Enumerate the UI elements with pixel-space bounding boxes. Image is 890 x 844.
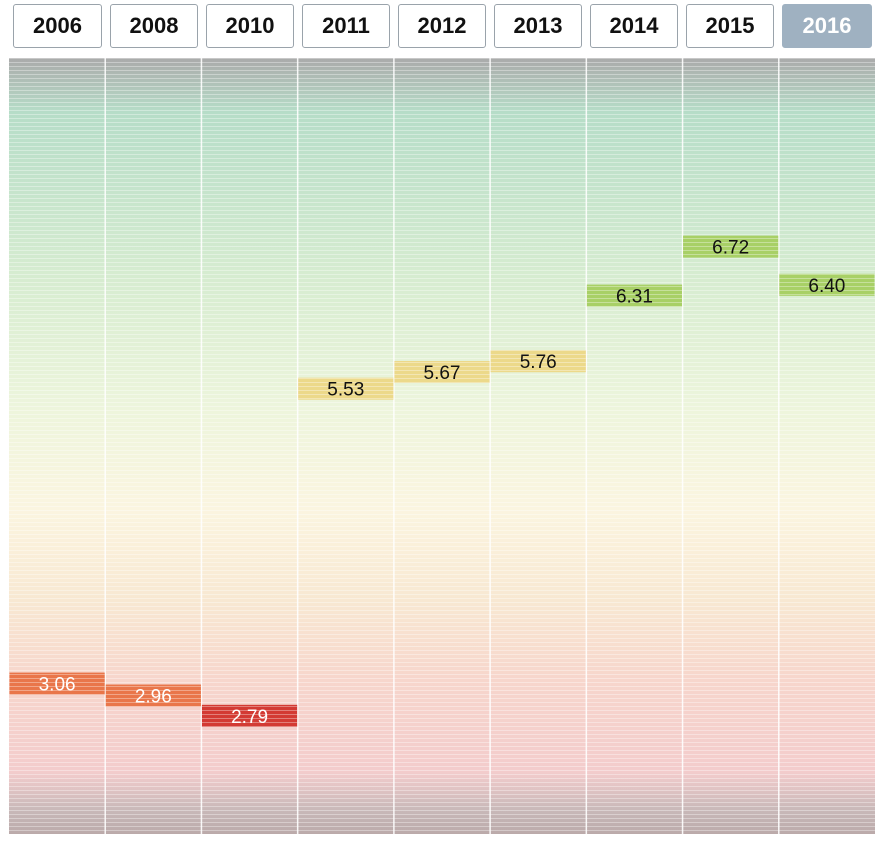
value-bar-stripes [298,377,394,400]
tab-2013[interactable]: 2013 [494,4,582,48]
value-bar-stripes [394,360,490,383]
value-label: 5.53 [327,380,364,401]
value-mark-2008: 2.96 [105,684,201,708]
tab-2016[interactable]: 2016 [782,4,872,48]
value-label: 2.79 [231,707,268,728]
value-bar-stripes [779,273,875,296]
value-mark-2011: 5.53 [298,377,394,401]
value-mark-2014: 6.31 [586,284,683,308]
value-mark-2013: 5.76 [490,350,586,373]
value-mark-2015: 6.72 [683,235,779,259]
value-label: 6.31 [616,287,653,308]
value-label: 5.67 [424,363,461,384]
score-heatmap-chart: 3.06 2.96 2.79 5.53 5.67 5.76 6.31 6.72 6.40 [9,58,875,834]
heatmap-background [9,58,875,834]
value-mark-2016: 6.40 [779,273,875,297]
tab-2008[interactable]: 2008 [110,4,198,48]
tab-2006[interactable]: 2006 [13,4,102,48]
tab-2014[interactable]: 2014 [590,4,678,48]
value-label: 6.40 [808,276,845,297]
value-label: 5.76 [520,352,557,373]
heatmap-value-marks: 3.06 2.96 2.79 5.53 5.67 5.76 6.31 6.72 6.40 [9,235,875,728]
value-bar-stripes [9,672,105,695]
tab-2015[interactable]: 2015 [686,4,774,48]
heatmap-columns [104,58,780,834]
heatmap-stripes [9,58,875,834]
value-bar-stripes [105,684,201,707]
value-bar-stripes [490,350,586,373]
value-mark-2010: 2.79 [201,704,298,728]
value-bar-stripes [683,235,779,258]
value-label: 6.72 [712,238,749,259]
value-bar-stripes [201,704,298,727]
year-tab-bar: 2006 2008 2010 2011 2012 2013 2014 2015 … [0,0,890,56]
tab-2010[interactable]: 2010 [206,4,294,48]
tab-2011[interactable]: 2011 [302,4,390,48]
value-mark-2006: 3.06 [9,672,105,696]
value-mark-2012: 5.67 [394,360,490,384]
tab-2012[interactable]: 2012 [398,4,486,48]
value-bar-stripes [586,284,683,307]
value-label: 2.96 [135,687,172,708]
value-label: 3.06 [39,675,76,696]
